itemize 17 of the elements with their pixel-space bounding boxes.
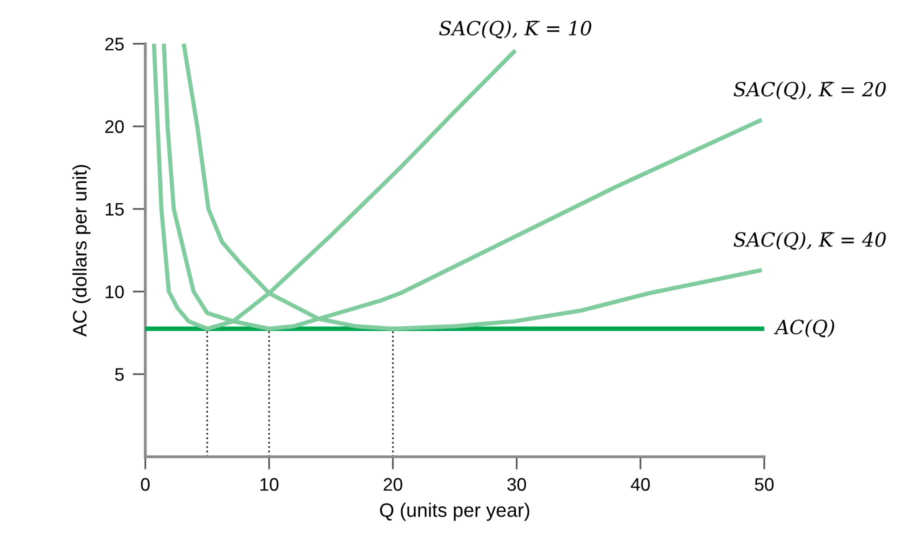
series-label: SAC(Q), K̄ = 10: [439, 20, 592, 38]
x-tick-label: 20: [384, 478, 402, 491]
x-tick-label: 0: [141, 478, 150, 491]
x-tick-label: 50: [754, 478, 774, 491]
x-tick-label: 30: [507, 478, 526, 491]
y-axis-title: AC (dollars per unit): [72, 165, 91, 337]
x-tick-label: 40: [630, 478, 650, 491]
y-tick-label: 25: [105, 38, 124, 50]
x-axis-title: Q (units per year): [380, 502, 530, 521]
series-label: AC(Q): [774, 319, 834, 338]
series-label: SAC(Q), K̄ = 40: [734, 232, 886, 250]
y-tick-label: 10: [106, 285, 124, 298]
series-label: SAC(Q), K̄ = 20: [734, 81, 886, 100]
y-tick-label: 15: [106, 203, 124, 216]
y-tick-label: 5: [115, 368, 124, 381]
y-tick-label: 20: [105, 120, 124, 134]
x-tick-label: 10: [260, 478, 278, 491]
